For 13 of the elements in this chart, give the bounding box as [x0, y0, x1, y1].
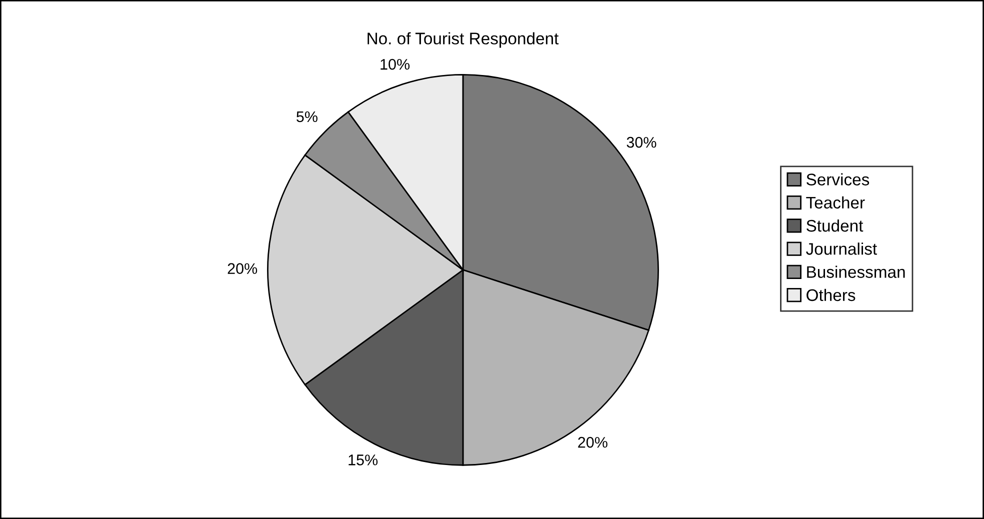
- data-label: 5%: [296, 111, 318, 122]
- legend-label: Student: [806, 219, 864, 232]
- legend-label: Journalist: [806, 242, 877, 255]
- legend-label: Others: [806, 288, 856, 302]
- data-label: 20%: [228, 263, 258, 274]
- chart-title: No. of Tourist Respondent: [368, 32, 559, 48]
- data-label: 15%: [348, 454, 378, 466]
- legend-label: Teacher: [806, 196, 865, 209]
- legend-label: Services: [806, 173, 870, 186]
- data-label: 10%: [380, 58, 410, 70]
- data-label: 30%: [626, 136, 656, 148]
- legend-label: Businessman: [807, 266, 905, 278]
- data-label: 20%: [578, 436, 608, 448]
